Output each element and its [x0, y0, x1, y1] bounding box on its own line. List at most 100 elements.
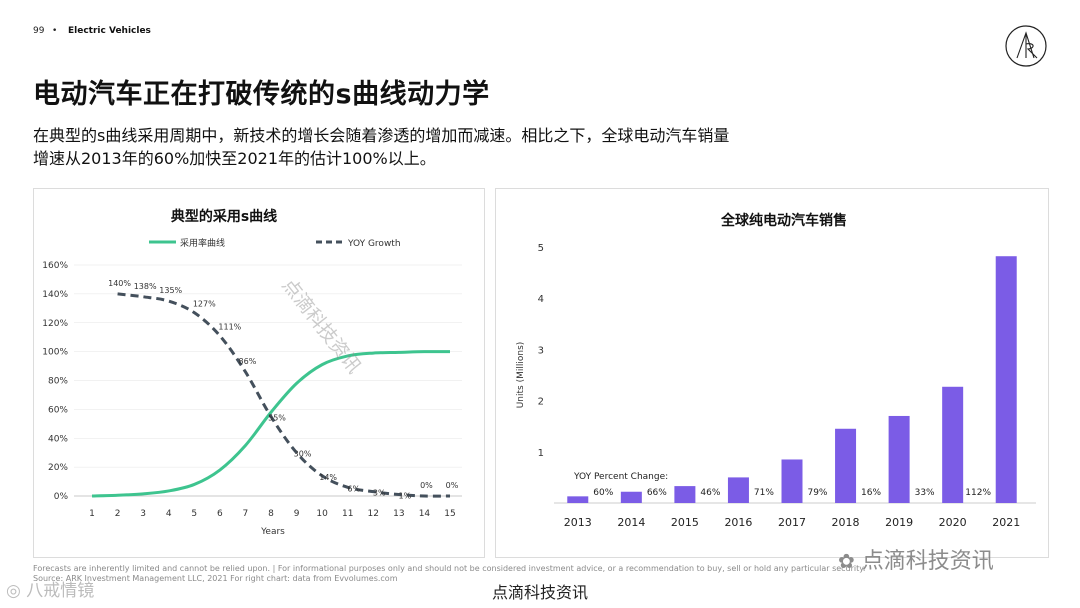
left-chart-title: 典型的采用s曲线 — [171, 208, 277, 225]
yoy-data-label: 140% — [108, 279, 131, 288]
left-x-tick-label: 6 — [217, 509, 223, 519]
right-x-tick-label: 2019 — [885, 516, 913, 529]
yoy-data-label: 111% — [218, 323, 241, 332]
yoy-pct-label: 33% — [915, 488, 935, 498]
left-x-tick-label: 2 — [115, 509, 121, 519]
yoy-annotation-title: YOY Percent Change: — [573, 472, 668, 482]
watermark-left-text: 八戒情镜 — [26, 581, 95, 601]
left-x-tick-label: 3 — [140, 509, 146, 519]
left-y-tick-label: 120% — [42, 319, 68, 329]
footer-line-2: Source: ARK Investment Management LLC, 2… — [33, 574, 398, 583]
yoy-pct-label: 112% — [965, 488, 991, 498]
left-y-tick-label: 140% — [42, 290, 68, 300]
bar-2015 — [674, 486, 696, 503]
section-title: Electric Vehicles — [68, 26, 151, 36]
left-x-tick-label: 1 — [89, 509, 95, 519]
ring-icon: ◎ — [6, 581, 21, 601]
left-x-tick-label: 8 — [268, 509, 274, 519]
right-y-tick-label: 5 — [538, 243, 544, 254]
header-separator: • — [52, 26, 58, 36]
yoy-data-label: 135% — [159, 286, 182, 295]
right-x-tick-label: 2017 — [778, 516, 806, 529]
yoy-pct-label: 71% — [754, 488, 774, 498]
yoy-data-label: 6% — [347, 484, 360, 493]
yoy-data-label: 127% — [193, 300, 216, 309]
watermark-brand-right: ✿ 点滴科技资讯 — [838, 543, 994, 575]
left-x-tick-label: 12 — [368, 509, 379, 519]
right-y-tick-label: 4 — [538, 294, 544, 305]
bottom-brand: 点滴科技资讯 — [491, 583, 588, 602]
subtitle-line-2: 增速从2013年的60%加快至2021年的估计100%以上。 — [33, 149, 436, 168]
bar-2017 — [781, 459, 803, 503]
left-y-tick-label: 160% — [42, 261, 68, 271]
wechat-icon: ✿ — [838, 549, 855, 573]
right-y-tick-label: 2 — [538, 397, 544, 408]
bar-2019 — [888, 415, 910, 503]
right-x-tick-label: 2014 — [617, 516, 645, 529]
left-y-tick-label: 80% — [48, 377, 68, 387]
right-x-tick-label: 2015 — [671, 516, 699, 529]
left-x-tick-label: 13 — [393, 509, 404, 519]
right-x-tick-label: 2016 — [724, 516, 752, 529]
bar-2020 — [942, 386, 964, 503]
yoy-pct-label: 16% — [861, 488, 881, 498]
yoy-data-label: 1% — [399, 492, 412, 501]
yoy-pct-label: 66% — [647, 488, 667, 498]
yoy-data-label: 0% — [446, 481, 459, 490]
left-x-axis-label: Years — [260, 527, 285, 537]
watermark-brand-text: 点滴科技资讯 — [861, 549, 994, 574]
yoy-data-label: 3% — [373, 489, 386, 498]
watermark-left: ◎ 八戒情镜 — [6, 576, 94, 601]
right-x-tick-label: 2020 — [939, 516, 967, 529]
s-curve-panel: 典型的采用s曲线 采用率曲线 YOY Growth 0% 20% 40% 60% 80% 100… — [33, 188, 485, 558]
left-x-tick-label: 9 — [294, 509, 300, 519]
left-x-tick-label: 10 — [316, 509, 328, 519]
subtitle-line-1: 在典型的s曲线采用周期中，新技术的增长会随着渗透的增加而减速。相比之下，全球电动… — [33, 126, 730, 145]
adoption-curve-line — [91, 350, 451, 498]
ark-logo-icon — [1004, 24, 1048, 68]
bar-2016 — [727, 477, 749, 503]
ev-sales-panel: 全球纯电动汽车销售 1 2 3 4 5 Units (Millions) 2013 60% 201… — [495, 188, 1049, 558]
footer-line-1: Forecasts are inherently limited and can… — [33, 564, 866, 573]
bar-2014 — [620, 491, 642, 503]
page-subtitle: 在典型的s曲线采用周期中，新技术的增长会随着渗透的增加而减速。相比之下，全球电动… — [33, 124, 893, 170]
yoy-pct-label: 79% — [807, 488, 827, 498]
page-title: 电动汽车正在打破传统的s曲线动力学 — [33, 79, 490, 110]
yoy-data-label: 0% — [420, 481, 433, 490]
right-chart-title: 全球纯电动汽车销售 — [720, 212, 847, 229]
left-y-tick-label: 20% — [48, 463, 68, 473]
right-x-tick-label: 2021 — [992, 516, 1020, 529]
left-x-tick-label: 11 — [342, 509, 353, 519]
left-y-tick-label: 60% — [48, 405, 68, 415]
bar-2018 — [835, 428, 857, 503]
left-y-tick-label: 100% — [42, 348, 68, 358]
right-y-tick-label: 1 — [538, 448, 544, 459]
yoy-data-label: 86% — [239, 357, 257, 366]
left-y-tick-label: 0% — [54, 492, 69, 502]
left-x-tick-label: 5 — [191, 509, 197, 519]
yoy-data-label: 14% — [319, 473, 337, 482]
left-x-tick-label: 15 — [444, 509, 455, 519]
legend-label-adoption: 采用率曲线 — [180, 237, 225, 249]
yoy-data-label: 55% — [268, 414, 286, 423]
ev-sales-chart: 全球纯电动汽车销售 1 2 3 4 5 Units (Millions) 2013 60% 201… — [516, 212, 1036, 529]
right-x-tick-label: 2013 — [564, 516, 592, 529]
yoy-pct-label: 46% — [700, 488, 720, 498]
left-x-tick-label: 14 — [419, 509, 431, 519]
yoy-pct-label: 60% — [593, 488, 613, 498]
bar-2013 — [567, 496, 589, 503]
left-y-tick-label: 40% — [48, 434, 68, 444]
footer-disclaimer: Forecasts are inherently limited and can… — [33, 564, 1033, 584]
right-y-axis-label: Units (Millions) — [516, 342, 526, 409]
bar-2021 — [995, 256, 1017, 503]
yoy-growth-line — [117, 292, 451, 498]
page-number: 99 — [33, 26, 45, 36]
left-x-tick-label: 4 — [166, 509, 172, 519]
yoy-data-label: 30% — [294, 450, 312, 459]
right-y-tick-label: 3 — [538, 345, 544, 356]
left-x-tick-label: 7 — [243, 509, 249, 519]
right-x-tick-label: 2018 — [832, 516, 860, 529]
legend-label-yoy: YOY Growth — [347, 239, 401, 249]
yoy-data-label: 138% — [134, 282, 157, 291]
